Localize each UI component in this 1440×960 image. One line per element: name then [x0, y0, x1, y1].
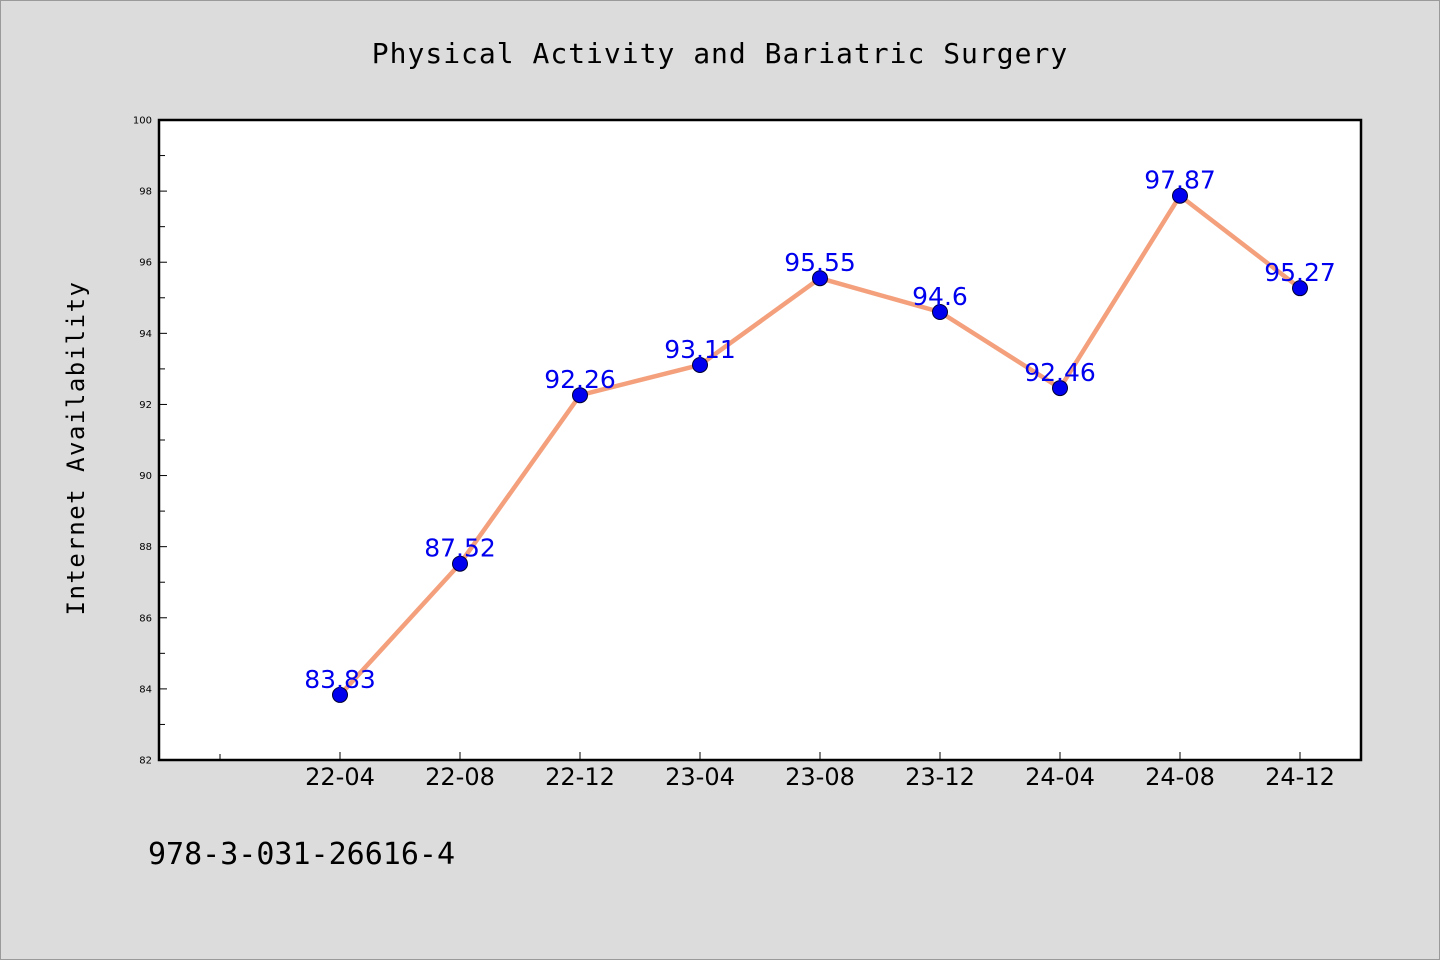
y-tick-label: 88 [139, 542, 152, 553]
y-tick-label: 86 [139, 613, 152, 624]
data-point [932, 304, 948, 320]
x-tick-label: 22-04 [305, 763, 375, 791]
data-point [812, 270, 828, 287]
x-tick-label: 23-12 [905, 763, 975, 791]
x-tick-label: 24-12 [1265, 763, 1335, 791]
data-label: 97.87 [1144, 166, 1216, 195]
y-tick-label: 100 [133, 116, 152, 127]
y-tick-label: 92 [139, 400, 152, 411]
data-label: 94.6 [912, 282, 968, 311]
data-point [572, 387, 588, 404]
data-point [1292, 280, 1308, 297]
data-label: 93.11 [664, 335, 736, 364]
data-point [692, 356, 708, 373]
y-tick-label: 98 [139, 187, 152, 198]
data-point [1052, 380, 1068, 397]
data-label: 95.27 [1264, 258, 1336, 287]
data-point [1172, 187, 1188, 204]
y-tick-label: 82 [139, 756, 152, 767]
x-tick-label: 23-08 [785, 763, 855, 791]
series-layer: 83.83 87.52 92.26 93.11 95.55 94.6 92.46 97.87 9… [304, 166, 1336, 703]
x-tick-label: 22-08 [425, 763, 495, 791]
data-label: 83.83 [304, 665, 376, 694]
isbn-annotation: 978-3-031-26616-4 [148, 837, 455, 872]
y-tick-label: 90 [139, 471, 152, 482]
y-tick-label: 84 [139, 684, 152, 695]
data-point [452, 555, 468, 572]
x-axis: 22-04 22-08 22-12 23-04 23-08 23-12 24-04 24-08… [219, 752, 1335, 791]
data-label: 87.52 [424, 534, 496, 563]
data-label: 92.26 [544, 365, 616, 394]
x-tick-label: 22-12 [545, 763, 615, 791]
y-axis-label: Internet Availability [62, 281, 90, 616]
y-tick-label: 94 [139, 329, 152, 340]
x-tick-label: 24-08 [1145, 763, 1215, 791]
x-tick-label: 23-04 [665, 763, 735, 791]
data-label: 92.46 [1024, 358, 1096, 387]
data-label: 95.55 [784, 248, 856, 277]
y-tick-label: 96 [139, 258, 152, 269]
y-axis: 82 84 86 88 90 92 94 96 98 100 [133, 116, 167, 767]
x-tick-label: 24-04 [1025, 763, 1095, 791]
data-point [332, 686, 348, 703]
chart-title: Physical Activity and Bariatric Surgery [372, 37, 1068, 70]
